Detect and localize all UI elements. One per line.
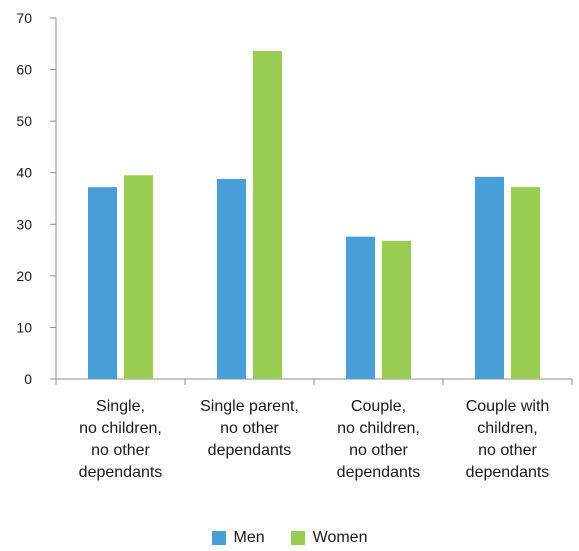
legend-swatch-women (290, 531, 305, 545)
bar-women-3 (382, 240, 411, 379)
bar-men-3 (346, 236, 375, 379)
y-tick-label: 10 (16, 319, 32, 335)
y-axis: 0 10 20 30 40 50 60 70 (16, 10, 57, 387)
legend: Men Women (0, 529, 579, 547)
legend-swatch-men (211, 531, 226, 545)
y-tick-label: 30 (16, 216, 32, 232)
category-label: Single, no children, no other dependants (78, 398, 163, 481)
y-tick-label: 70 (16, 10, 32, 26)
bar-men-4 (475, 176, 504, 379)
bar-women-4 (511, 187, 540, 379)
bars (88, 51, 540, 380)
category-label: Couple with children, no other dependant… (465, 398, 550, 481)
bar-women-2 (253, 51, 282, 380)
y-tick-label: 50 (16, 113, 32, 129)
legend-item-women: Women (290, 529, 368, 547)
x-axis (55, 378, 573, 385)
legend-label-men: Men (233, 529, 265, 546)
legend-label-women: Women (312, 529, 368, 546)
category-label: Couple, no children, no other dependants (336, 398, 421, 481)
y-tick-label: 40 (16, 165, 32, 181)
bar-chart: 0 10 20 30 40 50 60 70 (16, 10, 573, 387)
y-tick-label: 20 (16, 268, 32, 284)
bar-women-1 (124, 175, 153, 379)
bar-men-1 (88, 187, 117, 379)
y-tick-label: 0 (24, 371, 32, 387)
category-label: Single parent, no other dependants (200, 398, 299, 459)
y-tick-label: 60 (16, 62, 32, 78)
bar-men-2 (217, 178, 246, 379)
legend-item-men: Men (211, 529, 265, 547)
